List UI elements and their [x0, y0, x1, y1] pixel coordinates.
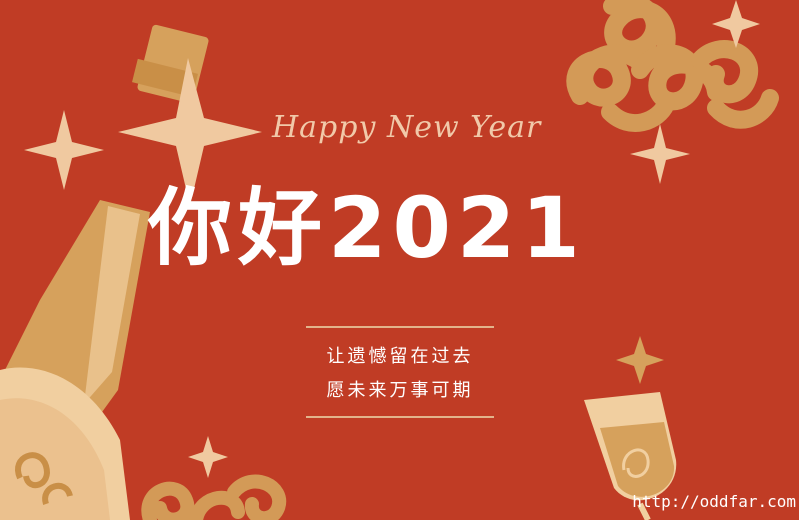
greeting-script-text: Happy New Year [272, 110, 542, 145]
star-icon [630, 124, 690, 184]
sparkle-stars [24, 0, 760, 478]
ribbon-curls-top-right [566, 0, 779, 132]
star-icon [24, 110, 104, 190]
large-star-icon [118, 58, 262, 206]
bottom-divider [306, 416, 494, 418]
star-icon [712, 0, 760, 48]
champagne-glass [584, 392, 677, 520]
message-line-2: 愿未来万事可期 [326, 380, 474, 401]
top-divider [306, 326, 494, 328]
message-line-1: 让遗憾留在过去 [326, 346, 474, 367]
ribbon-curls-bottom-left [141, 474, 287, 520]
star-icon [616, 336, 664, 384]
star-icon [188, 436, 228, 478]
watermark-url: http://oddfar.com [632, 492, 796, 511]
headline-title: 你好2021 [148, 179, 586, 277]
champagne-bottle [0, 24, 209, 520]
